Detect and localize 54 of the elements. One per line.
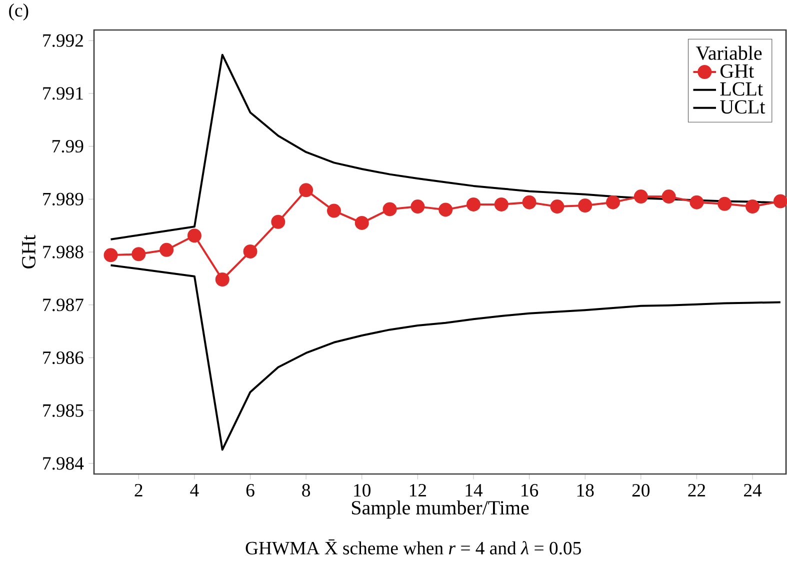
text: (c) bbox=[9, 4, 28, 20]
point bbox=[354, 216, 369, 230]
point bbox=[382, 202, 397, 216]
y-tick-label: 7.991 bbox=[43, 87, 83, 100]
y-axis-title: GHt bbox=[22, 234, 36, 268]
x-tick-label: 6 bbox=[246, 484, 254, 497]
point bbox=[215, 272, 230, 286]
point bbox=[160, 242, 174, 257]
point bbox=[718, 196, 732, 211]
point bbox=[104, 248, 118, 262]
y-tick-label: 7.985 bbox=[43, 404, 84, 417]
text: GHWMA X̄ scheme when r = 4 and λ = 0.05 bbox=[246, 539, 581, 555]
point bbox=[326, 204, 341, 218]
point bbox=[494, 197, 508, 212]
legend-label: GHt bbox=[720, 64, 754, 78]
point bbox=[410, 200, 425, 214]
x-tick-label: 24 bbox=[744, 484, 762, 496]
y-tick-label: 7.984 bbox=[43, 457, 84, 470]
point bbox=[466, 197, 480, 212]
point bbox=[243, 244, 258, 258]
legend-title: Variable bbox=[696, 46, 762, 60]
y-tick-label: 7.986 bbox=[43, 351, 84, 364]
y-tick-label: 7.988 bbox=[43, 246, 84, 258]
y-tick-label: 7.989 bbox=[43, 192, 84, 206]
x-tick-label: 12 bbox=[410, 484, 426, 496]
x-tick-label: 20 bbox=[632, 484, 650, 497]
y-tick-label: 7.987 bbox=[43, 298, 84, 312]
point bbox=[299, 183, 314, 198]
point bbox=[690, 195, 704, 210]
point bbox=[634, 190, 648, 204]
x-tick-label: 14 bbox=[466, 484, 483, 496]
x-tick-label: 22 bbox=[688, 484, 706, 496]
point bbox=[550, 200, 564, 214]
point bbox=[438, 202, 453, 217]
x-tick-label: 18 bbox=[577, 484, 594, 497]
point bbox=[522, 195, 536, 210]
point bbox=[187, 228, 202, 243]
point bbox=[271, 214, 286, 229]
point bbox=[746, 200, 760, 214]
x-tick-label: 2 bbox=[134, 484, 142, 496]
x-tick-label: 16 bbox=[522, 484, 538, 497]
legend-label: LCLt bbox=[720, 82, 763, 96]
point bbox=[662, 190, 676, 204]
y-tick-label: 7.99 bbox=[52, 140, 84, 153]
line-series bbox=[110, 264, 782, 451]
x-tick-label: 8 bbox=[302, 484, 310, 497]
point bbox=[132, 247, 146, 262]
point bbox=[578, 198, 592, 212]
y-tick-label: 7.992 bbox=[43, 34, 83, 47]
x-axis-title: Sample mumber/Time bbox=[352, 500, 529, 519]
legend-label: UCLt bbox=[720, 100, 766, 114]
point bbox=[606, 195, 620, 210]
x-tick-label: 4 bbox=[190, 484, 199, 496]
x-tick-label: 10 bbox=[354, 484, 370, 497]
